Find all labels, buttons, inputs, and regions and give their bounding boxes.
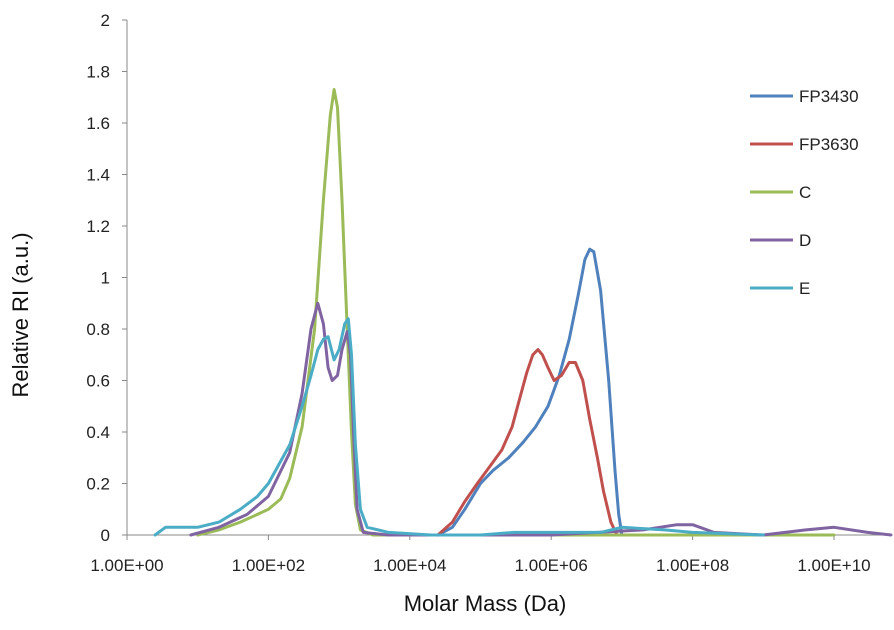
series-line-fp3630 — [436, 348, 619, 537]
legend-label-e: E — [799, 279, 810, 298]
x-axis-title: Molar Mass (Da) — [404, 591, 567, 616]
y-tick-label: 0.8 — [86, 320, 110, 339]
y-tick-label: 1.4 — [86, 166, 110, 185]
series-line-e — [153, 317, 765, 537]
y-tick-label: 0.6 — [86, 372, 110, 391]
y-tick-label: 0.2 — [86, 475, 110, 494]
series-line-c — [196, 88, 836, 537]
y-tick-label: 2 — [101, 11, 110, 30]
x-tick-label: 1.00E+00 — [90, 556, 163, 575]
series-group — [153, 88, 893, 537]
y-tick-label: 0.4 — [86, 423, 110, 442]
legend-label-fp3630: FP3630 — [799, 135, 859, 154]
legend-label-fp3430: FP3430 — [799, 87, 859, 106]
legend-label-c: C — [799, 183, 811, 202]
y-tick-label: 1.8 — [86, 63, 110, 82]
x-axis-ticks: 1.00E+00 1.00E+02 1.00E+04 1.00E+06 1.00E+08… — [90, 535, 871, 575]
x-tick-label: 1.00E+06 — [515, 556, 588, 575]
y-axis-ticks: 0 0.2 0.4 0.6 0.8 1 1.2 1.4 1.6 1.8 2 — [86, 11, 127, 545]
legend-label-d: D — [799, 231, 811, 250]
y-tick-label: 1.2 — [86, 217, 110, 236]
series-line-fp3430 — [436, 247, 624, 537]
y-tick-label: 1 — [101, 269, 110, 288]
x-tick-label: 1.00E+10 — [797, 556, 870, 575]
y-tick-label: 1.6 — [86, 114, 110, 133]
x-tick-label: 1.00E+02 — [232, 556, 305, 575]
y-tick-label: 0 — [101, 526, 110, 545]
legend: FP3430 FP3630 C D E — [750, 87, 859, 298]
x-tick-label: 1.00E+04 — [373, 556, 446, 575]
x-tick-label: 1.00E+08 — [656, 556, 729, 575]
y-axis-title: Relative RI (a.u.) — [8, 232, 33, 397]
